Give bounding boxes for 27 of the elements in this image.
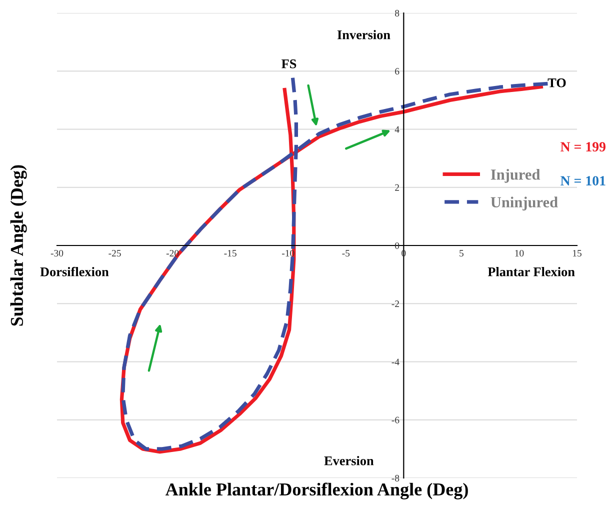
annotation: Inversion [337,30,390,40]
annotation: N = 101 [560,176,606,186]
y-tick-label: -6 [392,416,400,424]
y-axis-title: Subtalar Angle (Deg) [10,165,27,326]
y-tick-label: 8 [395,10,400,16]
annotation: FS [282,59,296,68]
x-tick-label: 15 [572,250,582,257]
x-axis-title: Ankle Plantar/Dorsiflexion Angle (Deg) [165,482,468,500]
annotation: Eversion [324,456,374,466]
x-tick-label: 10 [515,250,524,257]
annotation: Dorsiflexion [40,266,109,276]
y-tick-label: 6 [395,68,400,75]
x-tick-label: -15 [224,250,236,257]
y-tick-label: -8 [392,474,400,482]
y-tick-label: -2 [392,300,399,307]
x-tick-label: -30 [50,250,64,257]
y-tick-label: -4 [392,358,400,366]
legend-label: Injured [490,168,540,183]
annotation: Plantar Flexion [488,267,575,276]
x-tick-label: -5 [342,250,350,257]
x-tick-label: 5 [460,250,464,257]
y-tick-label: 4 [394,126,400,133]
annotation: N = 199 [560,142,606,152]
x-tick-label: -25 [108,250,121,257]
annotation: TO [548,78,566,88]
legend-label: Uninjured [490,196,558,211]
y-tick-label: 2 [395,184,399,191]
